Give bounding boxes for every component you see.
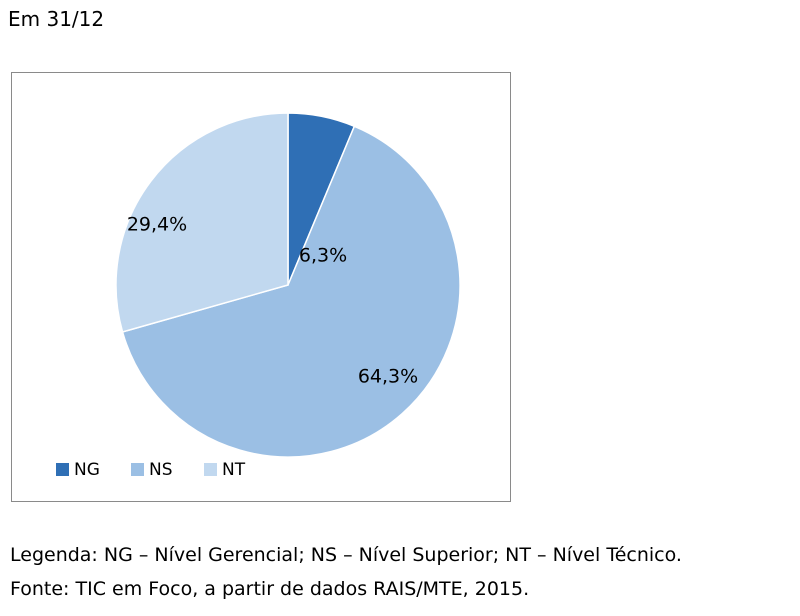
legend-label-ng: NG xyxy=(74,460,100,480)
legend-swatch-ng xyxy=(56,463,69,476)
pie-slices xyxy=(115,112,461,458)
legend-label-nt: NT xyxy=(222,460,246,480)
pie-chart: 6,3% 64,3% 29,4% NG NS NT xyxy=(56,112,461,480)
pie-slice-label-ns: 64,3% xyxy=(358,366,418,388)
pie-slice-ns xyxy=(121,125,461,458)
legend-label-ns: NS xyxy=(149,460,173,480)
pie-slice-label-ng: 6,3% xyxy=(299,245,347,267)
legend-swatch-ns xyxy=(131,463,144,476)
pie-chart-frame: 6,3% 64,3% 29,4% NG NS NT xyxy=(11,72,511,502)
pie-slice-nt xyxy=(115,112,289,333)
source-caption: Fonte: TIC em Foco, a partir de dados RA… xyxy=(10,578,530,600)
chart-heading: Em 31/12 xyxy=(8,7,105,31)
pie-slice-labels: 6,3% 64,3% 29,4% xyxy=(127,214,418,388)
legend-swatch-nt xyxy=(204,463,217,476)
chart-legend: NG NS NT xyxy=(56,460,246,480)
pie-slice-label-nt: 29,4% xyxy=(127,214,187,236)
legend-caption: Legenda: NG – Nível Gerencial; NS – Níve… xyxy=(10,544,682,566)
